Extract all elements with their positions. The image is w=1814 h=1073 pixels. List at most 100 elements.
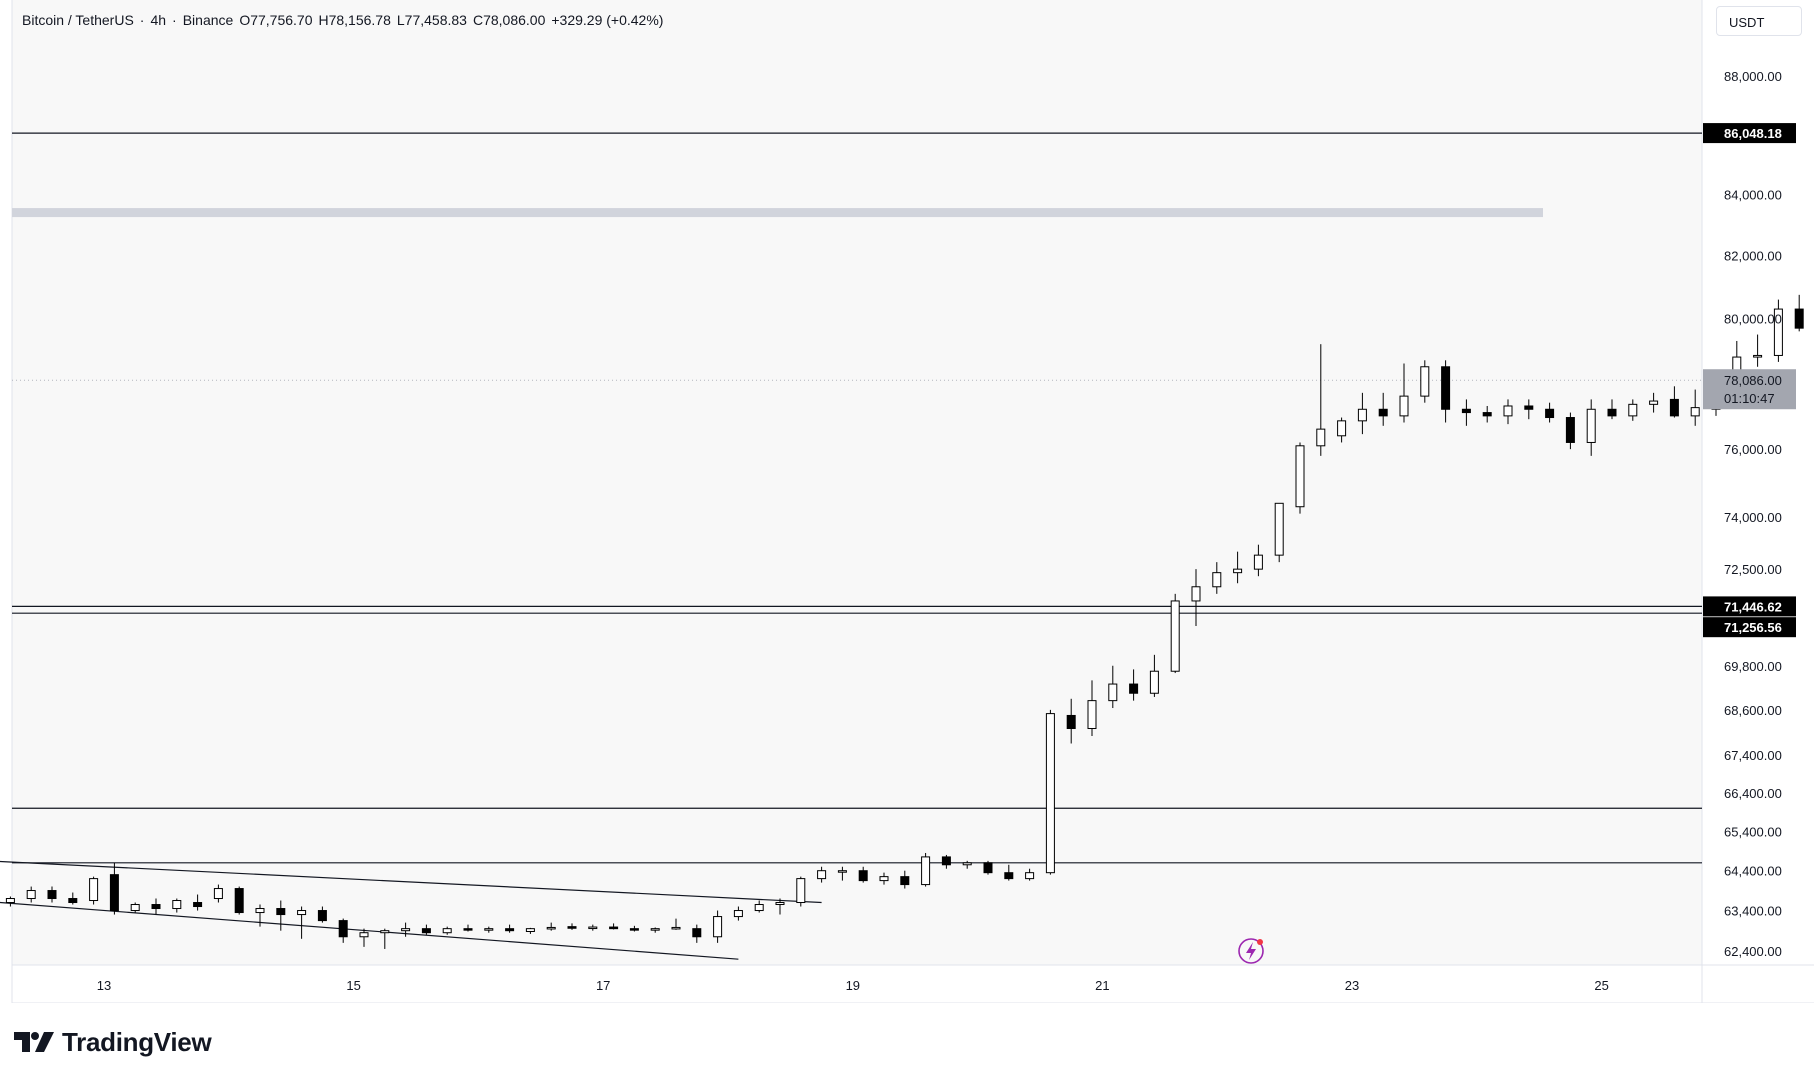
tradingview-logo[interactable]: TradingView: [14, 1022, 212, 1062]
candle-body[interactable]: [1233, 568, 1243, 574]
current-price-tag[interactable]: [1703, 369, 1796, 410]
candle-body[interactable]: [463, 928, 473, 931]
price-level-tag[interactable]: [1703, 617, 1796, 638]
candle-body[interactable]: [1794, 308, 1804, 329]
candle-body[interactable]: [941, 856, 951, 866]
time-axis-background[interactable]: [12, 965, 1702, 1003]
candle-body[interactable]: [1690, 407, 1700, 417]
candle-body[interactable]: [1087, 700, 1097, 730]
candle-body[interactable]: [1337, 420, 1347, 437]
price-axis-background[interactable]: [1702, 0, 1814, 965]
interval-label[interactable]: 4h: [150, 12, 167, 28]
candle-body[interactable]: [1191, 586, 1201, 602]
candle-body[interactable]: [421, 928, 431, 934]
candlestick-chart[interactable]: 88,000.00 84,000.00 82,000.00 80,000.00 76,0…: [0, 0, 1814, 1003]
candle-body[interactable]: [359, 932, 369, 938]
currency-button[interactable]: USDT: [1716, 6, 1802, 36]
candle-body[interactable]: [505, 928, 515, 932]
candle-body[interactable]: [713, 916, 723, 938]
candle-body[interactable]: [130, 904, 140, 912]
candle-body[interactable]: [1607, 408, 1617, 417]
candle-body[interactable]: [234, 888, 244, 914]
candle-body[interactable]: [401, 928, 411, 932]
candle-body[interactable]: [525, 928, 535, 932]
candle-body[interactable]: [1066, 714, 1076, 730]
candle-body[interactable]: [1461, 408, 1471, 414]
candle-body[interactable]: [1545, 408, 1555, 419]
candle-body[interactable]: [213, 888, 223, 900]
candle-body[interactable]: [1025, 872, 1035, 880]
candle-body[interactable]: [1649, 400, 1659, 405]
candle-body[interactable]: [1378, 408, 1388, 417]
candle-body[interactable]: [650, 928, 660, 931]
candle-body[interactable]: [338, 920, 348, 938]
candle-body[interactable]: [193, 902, 203, 908]
candle-body[interactable]: [109, 874, 119, 912]
candle-body[interactable]: [484, 928, 494, 931]
candle-body[interactable]: [172, 900, 182, 910]
price-level-tag[interactable]: [1703, 596, 1796, 617]
candle-body[interactable]: [1753, 354, 1763, 358]
candle-body[interactable]: [317, 910, 327, 922]
candle-body[interactable]: [26, 890, 36, 900]
replay-icon[interactable]: [1238, 938, 1264, 964]
candle-body[interactable]: [1441, 366, 1451, 410]
candle-body[interactable]: [1524, 405, 1534, 410]
candle-body[interactable]: [900, 876, 910, 886]
candle-body[interactable]: [754, 904, 764, 912]
candle-body[interactable]: [255, 908, 265, 914]
candle-body[interactable]: [5, 898, 15, 904]
candle-body[interactable]: [1773, 308, 1783, 356]
candle-body[interactable]: [1253, 554, 1263, 570]
candle-body[interactable]: [692, 928, 702, 938]
candle-body[interactable]: [733, 910, 743, 918]
candle-body[interactable]: [567, 926, 577, 929]
candle-body[interactable]: [609, 926, 619, 930]
candle-body[interactable]: [1420, 366, 1430, 397]
candle-body[interactable]: [1045, 713, 1055, 874]
candle-body[interactable]: [1295, 445, 1305, 508]
candle-body[interactable]: [837, 870, 847, 873]
candle-body[interactable]: [380, 930, 390, 934]
candle-body[interactable]: [1129, 683, 1139, 694]
candle-body[interactable]: [297, 910, 307, 916]
candle-body[interactable]: [775, 902, 785, 906]
candle-body[interactable]: [1108, 683, 1118, 702]
candle-body[interactable]: [817, 870, 827, 880]
candle-body[interactable]: [1004, 872, 1014, 880]
candle-body[interactable]: [1212, 572, 1222, 588]
trendline-descending-channel-upper[interactable]: [0, 859, 822, 904]
candle-body[interactable]: [1503, 405, 1513, 417]
candle-body[interactable]: [1357, 408, 1367, 422]
candle-body[interactable]: [858, 870, 868, 882]
candle-body[interactable]: [1565, 417, 1575, 443]
candle-body[interactable]: [68, 898, 78, 904]
candle-body[interactable]: [442, 928, 452, 934]
candle-body[interactable]: [1669, 398, 1679, 417]
resistance-zone[interactable]: [12, 208, 1543, 218]
candle-body[interactable]: [47, 890, 57, 900]
chart-frame[interactable]: 88,000.00 84,000.00 82,000.00 80,000.00 76,0…: [0, 0, 1814, 1003]
candle-body[interactable]: [546, 926, 556, 930]
candle-body[interactable]: [1399, 395, 1409, 417]
candle-body[interactable]: [1274, 502, 1284, 556]
candle-body[interactable]: [671, 926, 681, 930]
candle-body[interactable]: [962, 862, 972, 866]
candle-body[interactable]: [1628, 403, 1638, 417]
plot-background[interactable]: [12, 0, 1702, 965]
candle-body[interactable]: [1170, 600, 1180, 672]
candle-body[interactable]: [796, 878, 806, 904]
candle-body[interactable]: [89, 878, 99, 902]
candle-body[interactable]: [983, 862, 993, 874]
candle-body[interactable]: [1482, 412, 1492, 417]
candle-body[interactable]: [1149, 670, 1159, 694]
candle-body[interactable]: [1586, 408, 1596, 443]
candle-body[interactable]: [921, 856, 931, 886]
price-level-tag[interactable]: [1703, 123, 1796, 144]
candle-body[interactable]: [276, 908, 286, 916]
candle-body[interactable]: [1316, 428, 1326, 447]
candle-body[interactable]: [588, 926, 598, 930]
symbol-name[interactable]: Bitcoin / TetherUS: [22, 12, 134, 28]
candle-body[interactable]: [629, 928, 639, 931]
candle-body[interactable]: [151, 904, 161, 910]
